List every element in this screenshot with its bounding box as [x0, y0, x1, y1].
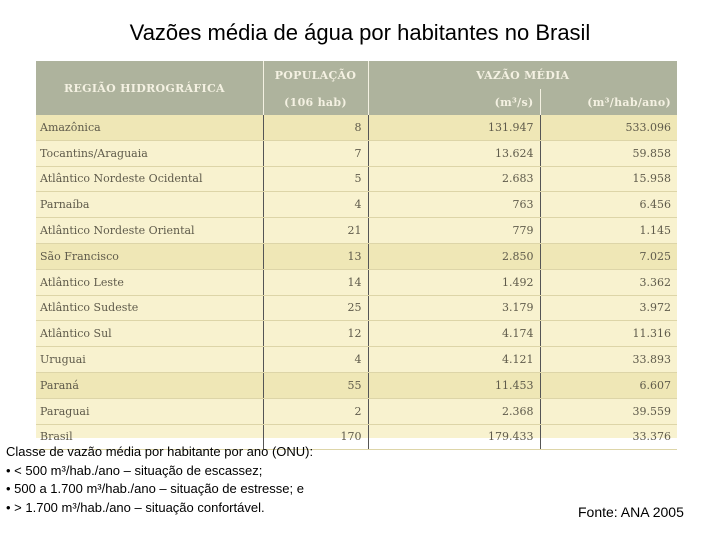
table-row: Paraná 55 11.453 6.607: [36, 372, 677, 399]
header-flow: VAZÃO MÉDIA: [367, 61, 677, 89]
flow-cell: 779: [367, 217, 540, 244]
per-capita-cell: 6.456: [539, 191, 677, 219]
region-cell: Atlântico Leste: [36, 269, 263, 296]
population-cell: 4: [262, 191, 368, 219]
region-cell: Paraná: [36, 372, 263, 399]
population-cell: 170: [262, 424, 368, 451]
flow-cell: 11.453: [367, 372, 540, 399]
table-row: Atlântico Nordeste Oriental 21 779 1.145: [36, 217, 677, 244]
region-cell: Atlântico Sul: [36, 320, 263, 348]
per-capita-cell: 33.893: [539, 346, 677, 373]
page-title: Vazões média de água por habitantes no B…: [129, 20, 591, 45]
source-credit: Fonte: ANA 2005: [578, 504, 684, 520]
population-cell: 12: [262, 320, 368, 348]
header-population-unit: (106 hab): [262, 89, 368, 115]
per-capita-cell: 533.096: [539, 115, 677, 141]
per-capita-cell: 7.025: [539, 243, 677, 270]
per-capita-cell: 11.316: [539, 320, 677, 348]
region-cell: Atlântico Sudeste: [36, 295, 263, 322]
per-capita-cell: 39.559: [539, 398, 677, 425]
table-row: Parnaíba 4 763 6.456: [36, 191, 677, 219]
flow-cell: 131.947: [367, 115, 540, 141]
population-cell: 21: [262, 217, 368, 244]
table-row: Brasil 170 179.433 33.376: [36, 424, 677, 451]
population-cell: 14: [262, 269, 368, 296]
table-row: Uruguai 4 4.121 33.893: [36, 346, 677, 373]
table-row: Atlântico Sudeste 25 3.179 3.972: [36, 295, 677, 322]
header-flow-unit-2: (m³/hab/ano): [539, 89, 677, 115]
table-row: Tocantins/Araguaia 7 13.624 59.858: [36, 140, 677, 167]
flow-cell: 2.683: [367, 166, 540, 193]
population-cell: 7: [262, 140, 368, 167]
region-cell: Brasil: [36, 424, 263, 451]
per-capita-cell: 59.858: [539, 140, 677, 167]
notes-line: • > 1.700 m³/hab./ano – situação confort…: [6, 499, 265, 515]
data-table: REGIÃO HIDROGRÁFICA POPULAÇÃO VAZÃO MÉDI…: [36, 61, 677, 451]
flow-cell: 179.433: [367, 424, 540, 451]
flow-cell: 13.624: [367, 140, 540, 167]
region-cell: Amazônica: [36, 115, 263, 141]
region-cell: Tocantins/Araguaia: [36, 140, 263, 167]
population-cell: 25: [262, 295, 368, 322]
region-cell: Parnaíba: [36, 191, 263, 219]
population-cell: 55: [262, 372, 368, 399]
flow-cell: 4.121: [367, 346, 540, 373]
region-cell: Atlântico Nordeste Ocidental: [36, 166, 263, 193]
population-cell: 13: [262, 243, 368, 270]
flow-cell: 763: [367, 191, 540, 219]
per-capita-cell: 33.376: [539, 424, 677, 451]
water-flow-table: REGIÃO HIDROGRÁFICA POPULAÇÃO VAZÃO MÉDI…: [36, 61, 677, 451]
flow-cell: 2.368: [367, 398, 540, 425]
table-body: Amazônica 8 131.947 533.096 Tocantins/Aragua…: [36, 115, 677, 451]
population-cell: 5: [262, 166, 368, 193]
table-row: Paraguai 2 2.368 39.559: [36, 398, 677, 425]
flow-cell: 2.850: [367, 243, 540, 270]
region-cell: Atlântico Nordeste Oriental: [36, 217, 263, 244]
table-row: São Francisco 13 2.850 7.025: [36, 243, 677, 270]
region-cell: Paraguai: [36, 398, 263, 425]
notes: Classe de vazão média por habitante por …: [6, 443, 313, 517]
population-cell: 4: [262, 346, 368, 373]
table-row: Atlântico Nordeste Ocidental 5 2.683 15.958: [36, 166, 677, 193]
population-cell: 2: [262, 398, 368, 425]
notes-line: Classe de vazão média por habitante por …: [6, 444, 314, 459]
per-capita-cell: 6.607: [539, 372, 677, 399]
flow-cell: 1.492: [367, 269, 540, 296]
region-cell: Uruguai: [36, 346, 263, 373]
table-row: Atlântico Leste 14 1.492 3.362: [36, 269, 677, 296]
per-capita-cell: 1.145: [539, 217, 677, 244]
per-capita-cell: 15.958: [539, 166, 677, 193]
header-population: POPULAÇÃO: [262, 61, 368, 89]
flow-cell: 3.179: [367, 295, 540, 322]
table-row: Amazônica 8 131.947 533.096: [36, 115, 677, 141]
population-cell: 8: [262, 115, 368, 141]
per-capita-cell: 3.362: [539, 269, 677, 296]
region-cell: São Francisco: [36, 243, 263, 270]
per-capita-cell: 3.972: [539, 295, 677, 322]
header-flow-unit-1: (m³/s): [367, 89, 540, 115]
flow-cell: 4.174: [367, 320, 540, 348]
notes-line: • < 500 m³/hab./ano – situação de escass…: [6, 462, 263, 478]
table-row: Atlântico Sul 12 4.174 11.316: [36, 320, 677, 348]
notes-line: • 500 a 1.700 m³/hab./ano – situação de …: [6, 481, 304, 496]
header-region: REGIÃO HIDROGRÁFICA: [36, 61, 263, 115]
